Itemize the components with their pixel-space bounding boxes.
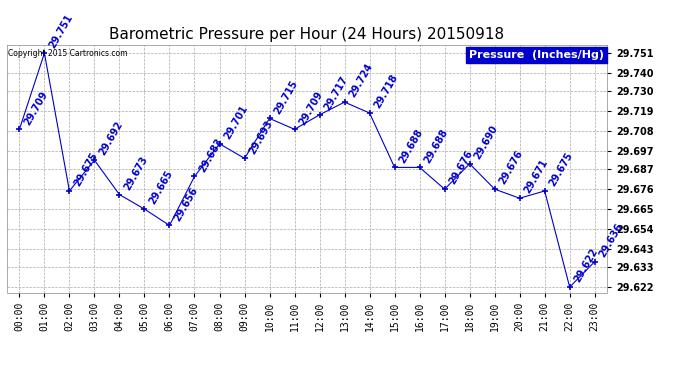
- Text: 29.671: 29.671: [522, 158, 550, 195]
- Text: 29.688: 29.688: [397, 127, 425, 165]
- Title: Barometric Pressure per Hour (24 Hours) 20150918: Barometric Pressure per Hour (24 Hours) …: [110, 27, 504, 42]
- Text: 29.701: 29.701: [222, 104, 250, 141]
- Text: 29.724: 29.724: [347, 62, 375, 99]
- Text: 29.673: 29.673: [122, 154, 150, 192]
- Text: 29.692: 29.692: [97, 120, 125, 158]
- Text: 29.622: 29.622: [573, 247, 600, 284]
- Text: 29.676: 29.676: [497, 149, 525, 186]
- Text: 29.675: 29.675: [72, 151, 99, 188]
- Text: 29.688: 29.688: [422, 127, 450, 165]
- Text: 29.709: 29.709: [297, 89, 325, 126]
- Text: Copyright 2015 Cartronics.com: Copyright 2015 Cartronics.com: [8, 49, 127, 58]
- Text: 29.693: 29.693: [247, 118, 275, 156]
- Text: 29.751: 29.751: [47, 13, 75, 50]
- Text: 29.690: 29.690: [473, 123, 500, 161]
- Text: 29.665: 29.665: [147, 169, 175, 206]
- Text: 29.715: 29.715: [273, 78, 299, 116]
- Text: 29.636: 29.636: [598, 221, 625, 259]
- Text: 29.717: 29.717: [322, 75, 350, 112]
- Text: 29.675: 29.675: [547, 151, 575, 188]
- Text: 29.656: 29.656: [172, 185, 199, 223]
- Text: 29.709: 29.709: [22, 89, 50, 126]
- Text: 29.718: 29.718: [373, 73, 400, 110]
- Text: 29.676: 29.676: [447, 149, 475, 186]
- Text: Pressure  (Inches/Hg): Pressure (Inches/Hg): [469, 50, 604, 60]
- Text: 29.683: 29.683: [197, 136, 225, 174]
